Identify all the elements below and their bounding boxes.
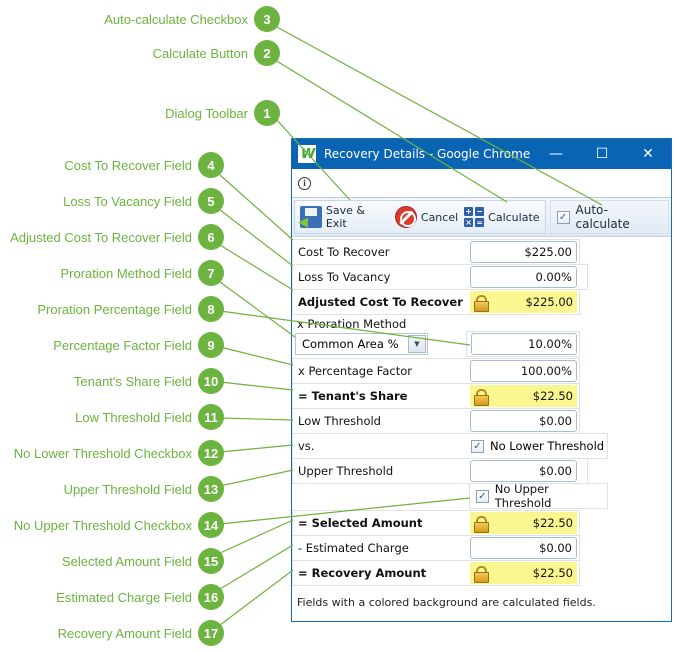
info-icon[interactable]: i (298, 176, 311, 190)
callout-17: Recovery Amount Field 17 (58, 620, 224, 646)
title-bar[interactable]: W Recovery Details - Google Chrome — ☐ ✕ (292, 139, 671, 169)
minimize-button[interactable]: — (549, 146, 563, 162)
save-icon (298, 206, 322, 230)
vs-row: vs. ✓ No Lower Threshold (292, 433, 608, 459)
callout-14: No Upper Threshold Checkbox 14 (14, 512, 224, 538)
callout-8: Proration Percentage Field 8 (37, 296, 224, 322)
cancel-button[interactable]: Cancel (392, 202, 461, 232)
callout-badge: 8 (198, 296, 224, 322)
close-button[interactable]: ✕ (642, 146, 654, 162)
callout-7: Proration Method Field 7 (60, 260, 224, 286)
no-upper-threshold-checkbox[interactable]: ✓ No Upper Threshold (469, 482, 608, 510)
proration-method-dropdown[interactable]: Common Area % ▼ (295, 333, 428, 355)
recovery-amount-field: $22.50 (470, 562, 577, 584)
callout-badge: 1 (254, 100, 280, 126)
estimated-charge-field[interactable]: $0.00 (470, 537, 577, 559)
callout-badge: 4 (198, 152, 224, 178)
callout-badge: 9 (198, 332, 224, 358)
no-lower-threshold-checkbox[interactable]: ✓ No Lower Threshold (471, 439, 607, 453)
calculator-icon: + − × = (464, 207, 485, 227)
recovery-amount-row: = Recovery Amount $22.50 (292, 560, 580, 586)
auto-calculate-checkbox[interactable]: ✓ Auto-calculate (549, 200, 669, 234)
callout-badge: 17 (198, 620, 224, 646)
callout-5: Loss To Vacancy Field 5 (63, 188, 224, 214)
callout-3: Auto-calculate Checkbox 3 (104, 6, 280, 32)
lock-icon[interactable] (474, 388, 489, 406)
callout-badge: 13 (198, 476, 224, 502)
upper-threshold-row: Upper Threshold $0.00 (292, 458, 588, 484)
info-bar: i (292, 169, 671, 197)
chevron-down-icon[interactable]: ▼ (408, 335, 426, 353)
percentage-factor-field[interactable]: 100.00% (470, 360, 577, 382)
checkbox-checked-icon: ✓ (471, 439, 484, 453)
calculate-button[interactable]: + − × = Calculate (464, 207, 540, 227)
proration-percentage-row: 10.00% (466, 331, 580, 357)
tenants-share-row: = Tenant's Share $22.50 (292, 383, 580, 409)
app-logo-icon: W (298, 145, 316, 163)
callout-badge: 12 (198, 440, 224, 466)
callout-2: Calculate Button 2 (153, 40, 280, 66)
percentage-factor-row: x Percentage Factor 100.00% (292, 358, 580, 384)
toolbar-button-group: Save & Exit Cancel + − × = Calculate (294, 200, 546, 234)
save-exit-button[interactable]: Save & Exit (297, 202, 392, 232)
callout-badge: 5 (198, 188, 224, 214)
callout-badge: 14 (198, 512, 224, 538)
estimated-charge-row: - Estimated Charge $0.00 (292, 535, 580, 561)
proration-percentage-field[interactable]: 10.00% (471, 333, 577, 355)
lock-icon[interactable] (474, 294, 489, 312)
selected-amount-row: = Selected Amount $22.50 (292, 510, 580, 536)
window-title: Recovery Details - Google Chrome (324, 147, 531, 161)
low-threshold-field[interactable]: $0.00 (470, 410, 577, 432)
callout-6: Adjusted Cost To Recover Field 6 (10, 224, 224, 250)
cost-to-recover-field[interactable]: $225.00 (470, 241, 577, 263)
callout-badge: 16 (198, 584, 224, 610)
selected-amount-field: $22.50 (470, 512, 577, 534)
lock-icon[interactable] (474, 565, 489, 583)
callout-10: Tenant's Share Field 10 (74, 368, 224, 394)
callout-13: Upper Threshold Field 13 (64, 476, 224, 502)
tenants-share-field: $22.50 (470, 385, 577, 407)
adjusted-cost-field: $225.00 (470, 291, 577, 313)
callout-badge: 10 (198, 368, 224, 394)
callout-15: Selected Amount Field 15 (62, 548, 224, 574)
calculated-fields-note: Fields with a colored background are cal… (297, 596, 596, 609)
checkbox-checked-icon: ✓ (556, 210, 570, 224)
dialog-toolbar: Save & Exit Cancel + − × = Calculate ✓ A… (292, 197, 671, 237)
lock-icon[interactable] (474, 515, 489, 533)
callout-4: Cost To Recover Field 4 (64, 152, 224, 178)
low-threshold-row: Low Threshold $0.00 (292, 408, 580, 434)
callout-12: No Lower Threshold Checkbox 12 (14, 440, 224, 466)
callout-badge: 7 (198, 260, 224, 286)
checkbox-checked-icon: ✓ (476, 489, 489, 503)
adjusted-cost-row: Adjusted Cost To Recover $225.00 (292, 289, 580, 315)
cost-to-recover-row: Cost To Recover $225.00 (292, 239, 580, 265)
callout-9: Percentage Factor Field 9 (53, 332, 224, 358)
upper-threshold-field[interactable]: $0.00 (470, 460, 577, 482)
proration-method-label: x Proration Method (297, 317, 407, 331)
loss-to-vacancy-field[interactable]: 0.00% (470, 266, 577, 288)
callout-badge: 3 (254, 6, 280, 32)
callout-11: Low Threshold Field 11 (75, 404, 224, 430)
callout-badge: 6 (198, 224, 224, 250)
callout-1: Dialog Toolbar 1 (165, 100, 280, 126)
cancel-icon (394, 206, 417, 228)
maximize-button[interactable]: ☐ (595, 146, 609, 162)
callout-badge: 11 (198, 404, 224, 430)
loss-to-vacancy-row: Loss To Vacancy 0.00% (292, 264, 588, 290)
callout-badge: 2 (254, 40, 280, 66)
recovery-details-window: W Recovery Details - Google Chrome — ☐ ✕… (291, 138, 672, 622)
callout-badge: 15 (198, 548, 224, 574)
callout-16: Estimated Charge Field 16 (56, 584, 224, 610)
